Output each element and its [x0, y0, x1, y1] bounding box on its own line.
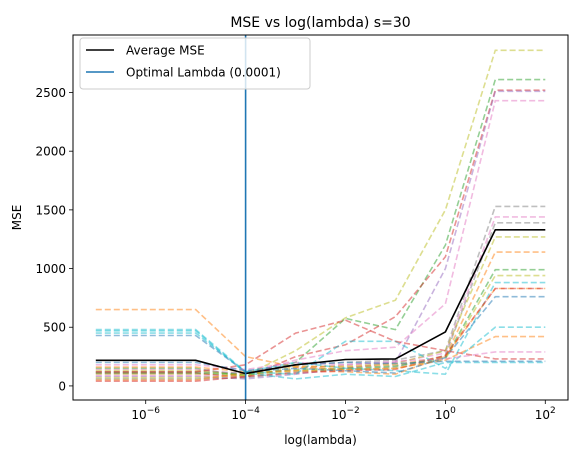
- legend-box: [79, 37, 311, 90]
- y-tick-label-3: 1500: [35, 203, 66, 217]
- chart-title: MSE vs log(lambda) s=30: [230, 15, 410, 31]
- fold-series-line-21: [95, 319, 546, 373]
- fold-series-line-13: [95, 281, 546, 376]
- fold-series-line-15: [95, 287, 546, 383]
- x-tick-label-4: 102: [535, 406, 556, 422]
- fold-series-group: [95, 49, 546, 383]
- x-axis-ticks: 10−6 10−4 10−2 100 102: [131, 400, 556, 422]
- y-tick-label-4: 2000: [35, 145, 66, 159]
- fold-series-line-20: [95, 329, 546, 380]
- fold-series-line-17: [95, 308, 546, 371]
- fold-series-line-8: [95, 222, 546, 380]
- fold-series-line-2: [95, 78, 546, 378]
- y-tick-label-1: 500: [43, 321, 66, 335]
- plot-frame: [72, 34, 569, 401]
- x-tick-label-3: 100: [435, 406, 456, 422]
- average-mse-line: [95, 229, 546, 375]
- y-tick-label-0: 0: [58, 379, 66, 393]
- y-axis-ticks: 0 500 1000 1500 2000 2500: [35, 86, 73, 393]
- fold-series-line-5: [95, 99, 546, 376]
- fold-series-line-12: [95, 274, 546, 379]
- average-series-group: [95, 229, 546, 375]
- x-tick-label-0: 10−6: [131, 406, 160, 422]
- legend-label-average: Average MSE: [126, 44, 205, 58]
- legend-label-optimal-lambda: Optimal Lambda (0.0001): [126, 66, 281, 80]
- legend: Average MSE Optimal Lambda (0.0001): [79, 37, 311, 90]
- x-axis-label: log(lambda): [284, 433, 357, 447]
- fold-series-line-10: [95, 251, 546, 373]
- x-tick-label-1: 10−4: [231, 406, 260, 422]
- fold-series-line-3: [95, 89, 546, 379]
- y-tick-label-2: 1000: [35, 262, 66, 276]
- fold-series-line-6: [95, 205, 546, 374]
- x-tick-label-2: 10−2: [331, 406, 360, 422]
- fold-series-line-11: [95, 268, 546, 376]
- y-axis-label: MSE: [10, 205, 24, 231]
- fold-series-line-9: [95, 236, 546, 377]
- fold-series-line-1: [95, 49, 546, 377]
- fold-series-line-16: [95, 295, 546, 374]
- y-tick-label-5: 2500: [35, 86, 66, 100]
- fold-series-line-18: [95, 326, 546, 376]
